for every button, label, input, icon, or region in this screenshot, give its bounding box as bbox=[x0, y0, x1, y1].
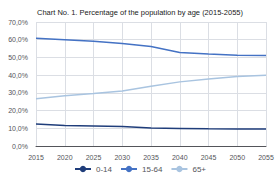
svg-text:0-14: 0-14 bbox=[96, 165, 113, 174]
svg-text:2015: 2015 bbox=[28, 154, 44, 161]
svg-text:2045: 2045 bbox=[201, 154, 217, 161]
svg-text:2025: 2025 bbox=[86, 154, 102, 161]
svg-text:65+: 65+ bbox=[192, 165, 206, 174]
svg-text:2050: 2050 bbox=[229, 154, 245, 161]
svg-text:20,0%: 20,0% bbox=[8, 107, 28, 114]
svg-text:50,0%: 50,0% bbox=[8, 54, 28, 61]
svg-text:70,0%: 70,0% bbox=[8, 19, 28, 26]
svg-text:10,0%: 10,0% bbox=[8, 125, 28, 132]
svg-text:60,0%: 60,0% bbox=[8, 36, 28, 43]
svg-text:2055: 2055 bbox=[258, 154, 274, 161]
svg-text:2040: 2040 bbox=[172, 154, 188, 161]
svg-text:30,0%: 30,0% bbox=[8, 89, 28, 96]
svg-text:Chart No. 1. Percentage of the: Chart No. 1. Percentage of the populatio… bbox=[37, 8, 243, 17]
svg-text:0,0%: 0,0% bbox=[12, 143, 28, 150]
svg-text:15-64: 15-64 bbox=[142, 165, 163, 174]
svg-text:2035: 2035 bbox=[143, 154, 159, 161]
svg-text:2030: 2030 bbox=[114, 154, 130, 161]
svg-text:40,0%: 40,0% bbox=[8, 72, 28, 79]
svg-text:2020: 2020 bbox=[57, 154, 73, 161]
